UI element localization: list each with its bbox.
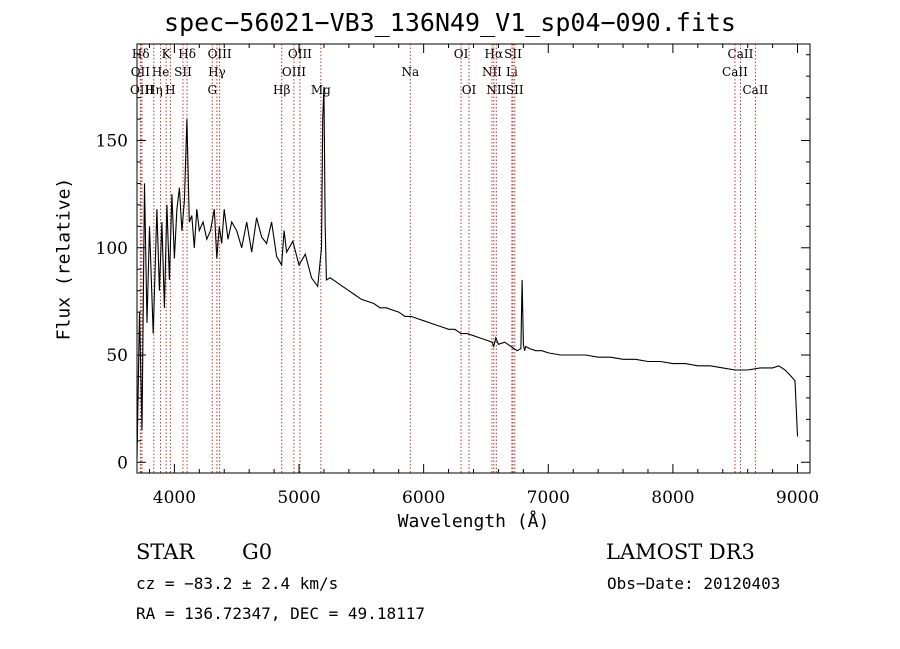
plot-frame bbox=[136, 43, 811, 474]
spectral-line-label: OIII bbox=[288, 47, 312, 61]
spectral-line-label: Hα bbox=[485, 47, 504, 61]
survey-name: LAMOST DR3 bbox=[606, 540, 755, 564]
spectral-line-label: CaII bbox=[722, 65, 748, 79]
spectrum-line bbox=[136, 86, 799, 459]
spectral-line-label: OI bbox=[462, 83, 477, 97]
spectral-line-label: OIII bbox=[282, 65, 306, 79]
x-axis-label: Wavelength (Å) bbox=[397, 511, 550, 532]
y-tick-label: 100 bbox=[96, 239, 128, 259]
x-tick-label: 5000 bbox=[277, 488, 320, 508]
spectral-line-label: He bbox=[152, 65, 170, 79]
object-subclass: G0 bbox=[242, 540, 273, 564]
spectral-line-label: SII bbox=[504, 47, 522, 61]
spectral-line-label: Mg bbox=[311, 83, 331, 97]
observation-date: Obs−Date: 20120403 bbox=[607, 574, 781, 593]
spectral-line-label: OII bbox=[131, 65, 151, 79]
spectral-line-label: Hγ bbox=[208, 65, 226, 79]
spectral-line-label: Hδ bbox=[178, 47, 196, 61]
spectral-line-label: NII bbox=[482, 65, 502, 79]
y-tick-label: 0 bbox=[117, 453, 128, 473]
spectral-line-label: SII bbox=[174, 65, 192, 79]
x-tick-label: 6000 bbox=[402, 488, 445, 508]
y-tick-label: 150 bbox=[96, 132, 128, 152]
redshift-cz: cz = −83.2 ± 2.4 km/s bbox=[136, 574, 339, 593]
chart-title: spec−56021−VB3_136N49_V1_sp04−090.fits bbox=[164, 8, 736, 37]
spectral-line-label: NII bbox=[486, 83, 506, 97]
spectral-line-label: OI bbox=[454, 47, 469, 61]
spectral-line-label: K bbox=[162, 47, 172, 61]
spectral-line-label: Hη bbox=[145, 83, 163, 97]
spectral-line-label: SII bbox=[506, 83, 524, 97]
spectral-line-label: OIII bbox=[208, 47, 232, 61]
x-tick-label: 8000 bbox=[651, 488, 694, 508]
spectral-line-label: H bbox=[165, 83, 175, 97]
spectral-line-label: CaII bbox=[728, 47, 754, 61]
object-class: STAR bbox=[136, 540, 195, 564]
spectral-line-label: G bbox=[207, 83, 217, 97]
x-tick-label: 9000 bbox=[776, 488, 819, 508]
coordinates: RA = 136.72347, DEC = 49.18117 bbox=[136, 604, 425, 623]
y-axis-label: Flux (relative) bbox=[53, 177, 75, 341]
spectral-line-label: Hβ bbox=[273, 83, 290, 97]
y-tick-label: 50 bbox=[106, 346, 128, 366]
spectral-line-label: Hδ bbox=[132, 47, 150, 61]
spectral-line-label: CaII bbox=[742, 83, 768, 97]
spectral-line-label: OIII bbox=[130, 83, 154, 97]
x-tick-label: 7000 bbox=[527, 488, 570, 508]
x-tick-label: 4000 bbox=[153, 488, 196, 508]
spectral-line-label: Na bbox=[401, 65, 419, 79]
spectral-line-label: Li bbox=[506, 65, 518, 79]
